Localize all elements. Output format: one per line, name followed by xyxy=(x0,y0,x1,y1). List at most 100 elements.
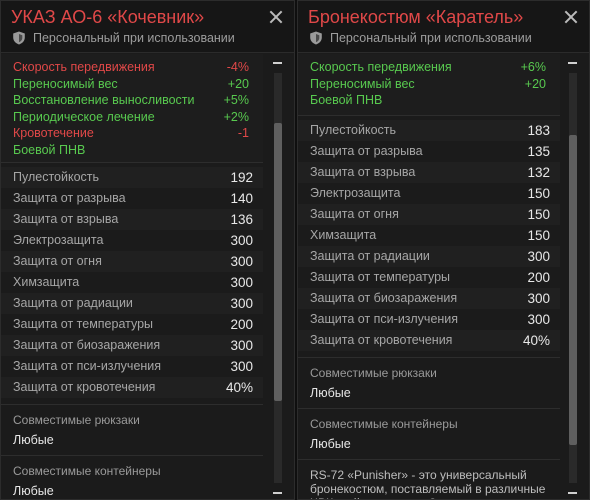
compatible-containers-label: Совместимые контейнеры xyxy=(13,464,161,478)
close-icon[interactable] xyxy=(268,9,284,25)
stat-label: Пулестойкость xyxy=(310,122,397,137)
effect-row: Скорость передвижения +6% xyxy=(310,59,550,76)
stats-list: Пулестойкость 192 Защита от разрыва 140 За… xyxy=(1,163,263,398)
effect-label: Кровотечение xyxy=(13,126,94,140)
stat-row: Защита от разрыва 135 xyxy=(298,141,560,162)
stat-label: Защита от пси-излучения xyxy=(13,359,162,373)
stat-row: Защита от пси-излучения 300 xyxy=(298,309,560,330)
binding-status-text: Персональный при использовании xyxy=(33,31,235,45)
stat-row: Защита от биозаражения 300 xyxy=(1,335,263,356)
effect-row: Переносимый вес +20 xyxy=(13,76,253,93)
scrollbar-thumb[interactable] xyxy=(274,123,282,401)
stat-value: 40% xyxy=(522,332,550,348)
stat-row: Химзащита 150 xyxy=(298,225,560,246)
stat-label: Защита от кровотечения xyxy=(13,380,156,394)
item-title: Бронекостюм «Каратель» xyxy=(308,7,524,27)
effect-row: Боевой ПНВ xyxy=(310,92,550,109)
stat-label: Электрозащита xyxy=(13,233,104,247)
effect-row: Восстановление выносливости +5% xyxy=(13,92,253,109)
compatible-containers: Совместимые контейнеры Любые xyxy=(1,455,263,499)
stat-label: Защита от разрыва xyxy=(310,143,423,158)
compatible-containers-value: Любые xyxy=(13,484,54,498)
stat-label: Химзащита xyxy=(13,275,80,289)
stat-value: 300 xyxy=(230,275,253,290)
stat-row: Пулестойкость 183 xyxy=(298,119,560,141)
stat-value: 150 xyxy=(527,185,550,201)
stat-value: 300 xyxy=(230,296,253,311)
stat-value: 192 xyxy=(230,170,253,185)
effect-value: +20 xyxy=(524,76,546,91)
effect-label: Боевой ПНВ xyxy=(310,93,383,107)
scrollbar-track[interactable] xyxy=(274,73,282,483)
effect-value: +5% xyxy=(223,93,249,107)
item-tooltip-right: Бронекостюм «Каратель» Персональный при … xyxy=(297,0,590,500)
stat-value: 200 xyxy=(527,269,550,285)
compatible-containers-value: Любые xyxy=(310,436,351,451)
effect-value: -1 xyxy=(237,126,249,140)
tooltip-header: Бронекостюм «Каратель» Персональный при … xyxy=(298,1,589,53)
stat-label: Защита от радиации xyxy=(13,296,133,310)
binding-status-text: Персональный при использовании xyxy=(330,31,532,45)
tooltip-body: Скорость передвижения +6% Переносимый вес… xyxy=(298,54,560,499)
stat-row: Химзащита 300 xyxy=(1,272,263,293)
stat-label: Защита от температуры xyxy=(310,269,451,284)
effect-value: +20 xyxy=(227,76,249,91)
stat-label: Защита от радиации xyxy=(310,248,430,263)
scrollbar[interactable] xyxy=(564,55,582,499)
effect-label: Скорость передвижения xyxy=(13,60,155,74)
stats-list: Пулестойкость 183 Защита от разрыва 135 За… xyxy=(298,116,560,351)
scrollbar-track[interactable] xyxy=(569,73,577,483)
effect-value: +6% xyxy=(520,60,546,74)
stat-row: Защита от кровотечения 40% xyxy=(1,377,263,398)
binding-status: Персональный при использовании xyxy=(12,31,235,45)
stat-row: Защита от взрыва 132 xyxy=(298,161,560,183)
item-title: УКАЗ АО-6 «Кочевник» xyxy=(11,7,205,27)
scrollbar-thumb[interactable] xyxy=(569,135,577,445)
stat-label: Защита от кровотечения xyxy=(310,332,453,347)
scroll-down-arrow-icon[interactable] xyxy=(273,492,282,494)
effect-row: Скорость передвижения -4% xyxy=(13,59,253,76)
stat-value: 150 xyxy=(527,206,550,222)
item-tooltip-left: УКАЗ АО-6 «Кочевник» Персональный при ис… xyxy=(0,0,295,500)
stat-row: Защита от температуры 200 xyxy=(298,267,560,288)
stat-value: 132 xyxy=(527,164,550,180)
effect-value: +2% xyxy=(223,109,249,124)
effects-list: Скорость передвижения +6% Переносимый вес… xyxy=(298,54,560,116)
stat-value: 300 xyxy=(527,311,550,327)
item-description: RS-72 «Punisher» - это универсальный бро… xyxy=(298,458,560,499)
compatible-containers-label: Совместимые контейнеры xyxy=(310,416,458,431)
effect-label: Боевой ПНВ xyxy=(13,142,86,157)
scroll-down-arrow-icon[interactable] xyxy=(568,492,577,494)
effect-label: Восстановление выносливости xyxy=(13,93,195,107)
stat-label: Защита от огня xyxy=(310,206,399,221)
stat-value: 150 xyxy=(527,227,550,243)
stat-value: 135 xyxy=(527,143,550,159)
stat-row: Защита от разрыва 140 xyxy=(1,188,263,209)
tooltip-header: УКАЗ АО-6 «Кочевник» Персональный при ис… xyxy=(1,1,294,53)
stat-row: Электрозащита 150 xyxy=(298,183,560,204)
scrollbar[interactable] xyxy=(269,55,287,499)
effect-label: Переносимый вес xyxy=(310,76,415,91)
stat-value: 140 xyxy=(230,191,253,206)
effect-row: Периодическое лечение +2% xyxy=(13,109,253,126)
compatible-backpacks: Совместимые рюкзаки Любые xyxy=(298,356,560,408)
effect-row: Кровотечение -1 xyxy=(13,125,253,142)
compatible-backpacks-label: Совместимые рюкзаки xyxy=(13,413,140,427)
effect-label: Периодическое лечение xyxy=(13,109,155,124)
scroll-up-arrow-icon[interactable] xyxy=(568,62,577,64)
stat-row: Электрозащита 300 xyxy=(1,230,263,251)
compatible-backpacks: Совместимые рюкзаки Любые xyxy=(1,404,263,455)
stat-value: 300 xyxy=(527,248,550,264)
stat-label: Защита от огня xyxy=(13,254,102,268)
close-icon[interactable] xyxy=(563,9,579,25)
scroll-up-arrow-icon[interactable] xyxy=(273,62,282,64)
stat-row: Защита от пси-излучения 300 xyxy=(1,356,263,377)
shield-icon xyxy=(13,31,25,45)
stat-row: Защита от температуры 200 xyxy=(1,314,263,335)
tooltip-body: Скорость передвижения -4% Переносимый вес… xyxy=(1,54,263,499)
stat-row: Защита от взрыва 136 xyxy=(1,209,263,230)
stat-row: Защита от биозаражения 300 xyxy=(298,287,560,309)
stat-value: 300 xyxy=(230,254,253,269)
stat-value: 40% xyxy=(225,380,253,395)
effect-label: Переносимый вес xyxy=(13,76,118,91)
